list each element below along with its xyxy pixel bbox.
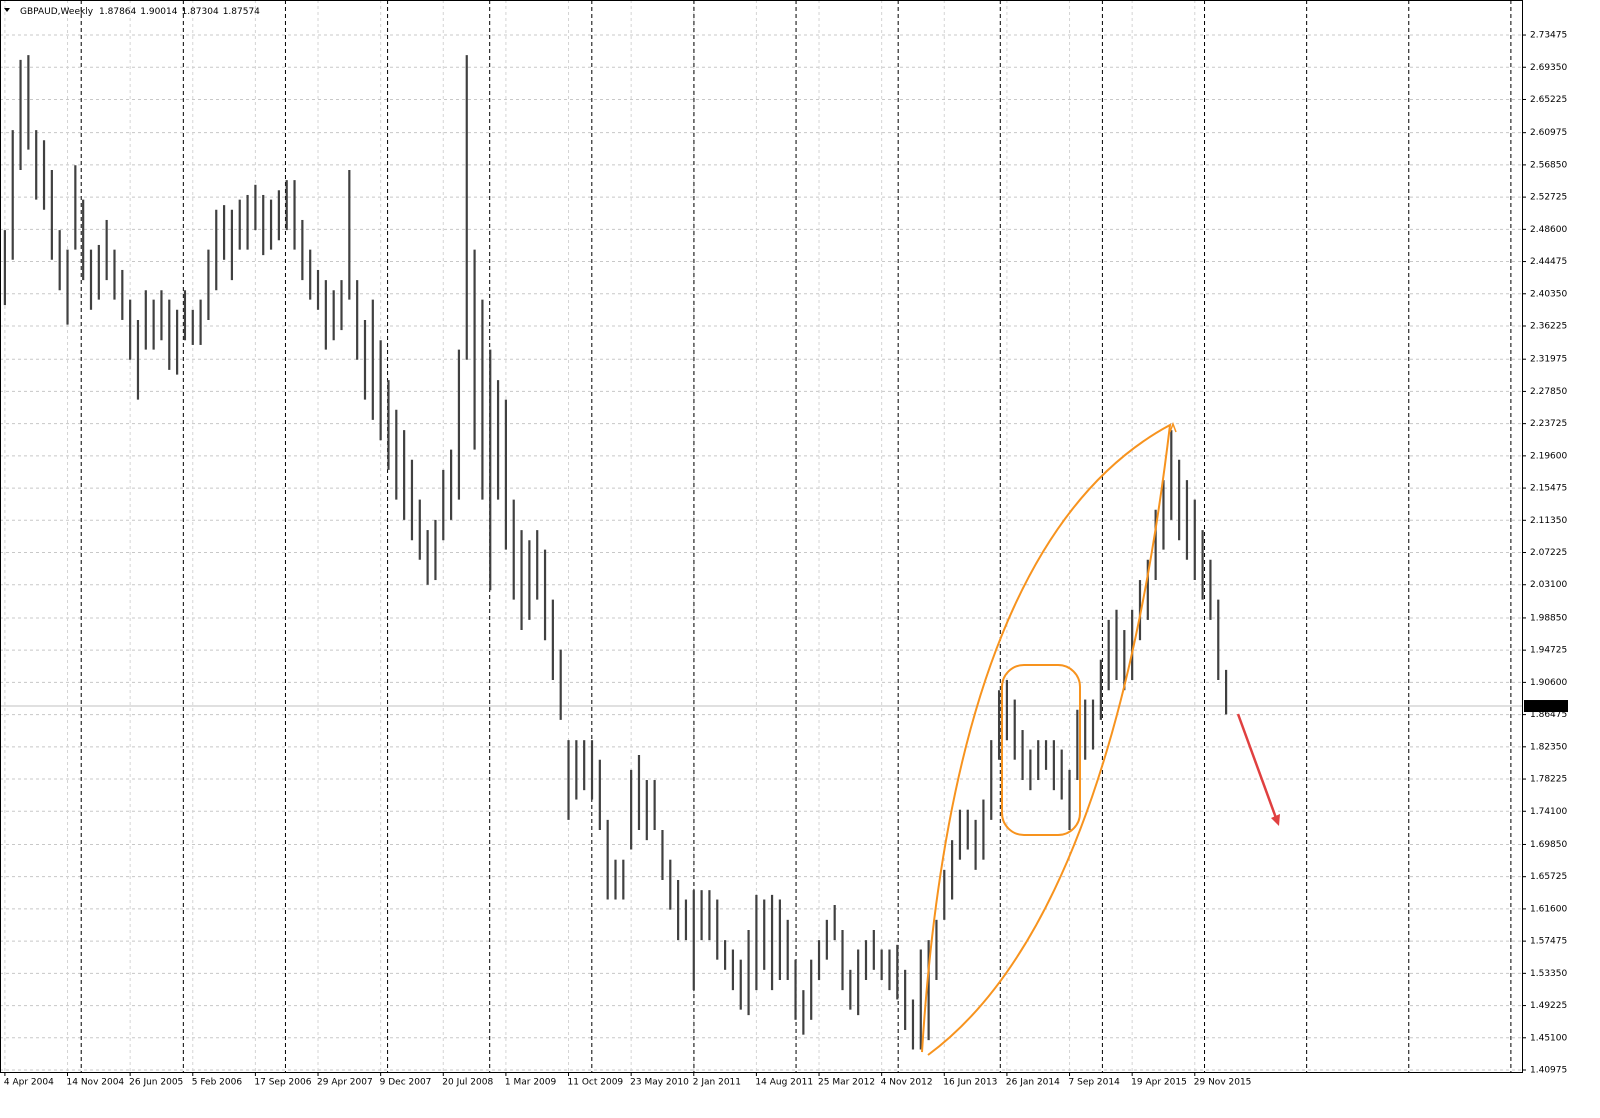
trend-lens: [921, 423, 1172, 1056]
x-tick-label: 14 Nov 2004: [67, 1078, 125, 1088]
y-tick-label: 1.86475: [1530, 710, 1567, 720]
x-tick-label: 11 Oct 2009: [568, 1078, 624, 1088]
header: GBPAUD,Weekly 1.87864 1.90014 1.87304 1.8757…: [20, 7, 260, 17]
last-price-box: [1524, 700, 1568, 713]
annotations: [921, 421, 1280, 1056]
x-tick-label: 29 Nov 2015: [1194, 1078, 1252, 1088]
x-tick-label: 23 May 2010: [630, 1078, 689, 1088]
y-tick-label: 1.94725: [1530, 646, 1567, 656]
y-tick-label: 1.45100: [1530, 1033, 1567, 1043]
y-tick-label: 2.11350: [1530, 516, 1567, 526]
plot-frame: [0, 0, 1523, 1073]
x-tick-label: 7 Sep 2014: [1069, 1078, 1121, 1088]
y-tick-label: 1.69850: [1530, 840, 1567, 850]
x-tick-label: 26 Jun 2005: [129, 1078, 183, 1088]
y-tick-label: 2.07225: [1530, 548, 1567, 558]
y-tick-label: 2.65225: [1530, 95, 1567, 105]
y-tick-label: 2.23725: [1530, 419, 1567, 429]
y-tick-label: 1.65725: [1530, 872, 1567, 882]
x-tick-label: 29 Apr 2007: [317, 1078, 373, 1088]
y-tick-label: 2.48600: [1530, 225, 1567, 235]
y-tick-label: 1.82350: [1530, 742, 1567, 752]
y-tick-label: 2.40350: [1530, 289, 1567, 299]
open: 1.87864: [99, 7, 136, 17]
high: 1.90014: [140, 7, 177, 17]
y-tick-label: 1.49225: [1530, 1001, 1567, 1011]
x-tick-label: 5 Feb 2006: [192, 1078, 243, 1088]
y-tick-label: 1.61600: [1530, 904, 1567, 914]
menu-triangle: [4, 8, 10, 12]
y-tick-label: 2.69350: [1530, 63, 1567, 73]
x-tick-label: 4 Nov 2012: [881, 1078, 933, 1088]
y-tick-label: 2.31975: [1530, 355, 1567, 365]
y-tick-label: 2.52725: [1530, 193, 1567, 203]
y-tick-label: 2.36225: [1530, 321, 1567, 331]
bars: [3, 55, 1228, 1050]
x-tick-label: 1 Mar 2009: [505, 1078, 557, 1088]
down-arrow-head: [1271, 814, 1280, 826]
y-tick-label: 2.73475: [1530, 31, 1567, 41]
y-tick-label: 2.44475: [1530, 257, 1567, 267]
down-arrow: [1236, 713, 1278, 819]
x-tick-label: 4 Apr 2004: [4, 1078, 54, 1088]
y-tick-label: 1.90600: [1530, 678, 1567, 688]
low: 1.87304: [181, 7, 218, 17]
x-tick-label: 17 Sep 2006: [254, 1078, 311, 1088]
x-tick-label: 16 Jun 2013: [943, 1078, 997, 1088]
x-tick-label: 26 Jan 2014: [1006, 1078, 1060, 1088]
close: 1.87574: [223, 7, 260, 17]
y-tick-label: 1.57475: [1530, 937, 1567, 947]
consolidation-box: [1001, 664, 1081, 836]
last-price-label: 1.87574: [1527, 702, 1564, 712]
x-tick-label: 9 Dec 2007: [380, 1078, 432, 1088]
y-tick-label: 2.03100: [1530, 580, 1567, 590]
x-tick-label: 14 Aug 2011: [755, 1078, 813, 1088]
y-tick-label: 1.78225: [1530, 775, 1567, 785]
y-tick-label: 1.40975: [1530, 1066, 1567, 1076]
y-tick-label: 2.19600: [1530, 451, 1567, 461]
lens-arrow-head: [1169, 421, 1177, 433]
axes: 2.73475 2.69350 2.65225 2.60975 2.56850 2.527…: [4, 31, 1568, 1088]
x-tick-label: 2 Jan 2011: [693, 1078, 741, 1088]
y-tick-label: 1.53350: [1530, 969, 1567, 979]
y-tick-label: 1.74100: [1530, 807, 1567, 817]
y-tick-label: 2.27850: [1530, 387, 1567, 397]
symbol: GBPAUD,Weekly: [20, 7, 94, 17]
y-tick-label: 2.15475: [1530, 484, 1567, 494]
x-tick-label: 20 Jul 2008: [442, 1078, 493, 1088]
y-tick-label: 1.98850: [1530, 613, 1567, 623]
x-tick-label: 19 Apr 2015: [1131, 1078, 1187, 1088]
y-tick-label: 2.56850: [1530, 160, 1567, 170]
x-tick-label: 25 Mar 2012: [818, 1078, 875, 1088]
y-tick-label: 2.60975: [1530, 128, 1567, 138]
